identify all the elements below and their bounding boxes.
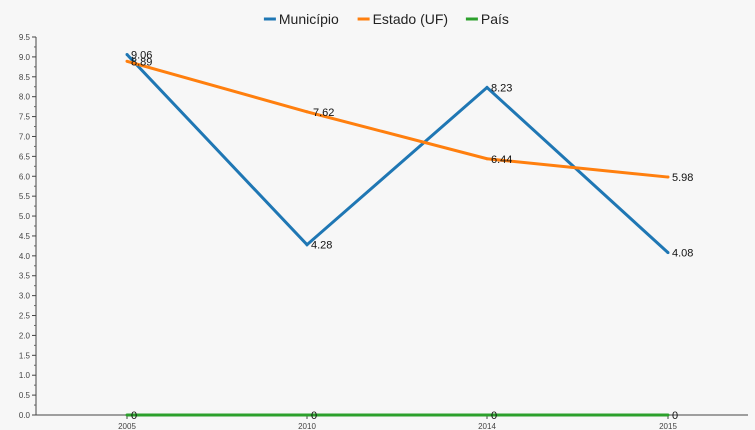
x-tick-label: 2005 xyxy=(118,422,136,430)
data-label: 8.23 xyxy=(491,83,512,95)
data-label: 4.28 xyxy=(311,240,332,252)
series-point xyxy=(485,157,489,161)
data-label: 5.98 xyxy=(672,172,693,184)
series-point xyxy=(305,243,309,247)
series-point xyxy=(666,175,670,179)
data-label: 0 xyxy=(672,410,678,422)
y-tick-label: 2.0 xyxy=(19,331,31,340)
series-line-municipio xyxy=(125,53,670,254)
y-tick-label: 7.0 xyxy=(19,132,31,141)
legend-item[interactable]: Estado (UF) xyxy=(357,11,448,27)
series-point xyxy=(666,413,670,417)
data-label: 9.06 xyxy=(131,50,152,62)
y-tick-label: 0.0 xyxy=(19,411,31,420)
series-point xyxy=(125,53,129,57)
chart-axes: 0.0 0.5 1.0 1.5 2.0 2.5 3.0 3.5 4.0 4.5 5.0 5.5 6.0 6… xyxy=(19,33,748,430)
y-tick-label: 3.0 xyxy=(19,292,31,301)
x-tick-label: 2010 xyxy=(298,422,316,430)
legend-item[interactable]: País xyxy=(465,11,509,27)
y-tick-label: 5.0 xyxy=(19,212,31,221)
series-line-estado-uf xyxy=(126,59,669,179)
y-tick-label: 1.0 xyxy=(19,371,31,380)
chart-legend: Município Estado (UF) País xyxy=(263,11,509,27)
series-point xyxy=(485,413,489,417)
y-tick-label: 1.5 xyxy=(19,351,31,360)
series-point xyxy=(305,110,309,114)
legend-item[interactable]: Município xyxy=(263,11,339,27)
y-tick-label: 9.0 xyxy=(19,53,31,62)
x-tick-label: 2015 xyxy=(659,422,677,430)
y-tick-label: 4.5 xyxy=(19,232,31,241)
y-tick-label: 9.5 xyxy=(19,33,31,42)
legend-label: Município xyxy=(279,11,339,27)
y-tick-label: 8.0 xyxy=(19,93,31,102)
y-tick-label: 5.5 xyxy=(19,192,31,201)
data-label: 0 xyxy=(131,410,137,422)
y-tick-label: 6.0 xyxy=(19,172,31,181)
legend-label: País xyxy=(481,11,509,27)
data-label: 0 xyxy=(311,410,317,422)
data-labels-layer: 9.06 4.28 8.23 4.08 8.89 7.62 6.44 5.98 0 0 0 0 xyxy=(131,50,693,422)
x-tick-label: 2014 xyxy=(478,422,496,430)
data-label: 0 xyxy=(491,410,497,422)
series-point xyxy=(125,59,129,63)
legend-label: Estado (UF) xyxy=(373,11,448,27)
data-label: 6.44 xyxy=(491,154,512,166)
y-tick-label: 4.0 xyxy=(19,252,31,261)
y-tick-label: 8.5 xyxy=(19,73,31,82)
series-point xyxy=(125,413,129,417)
series-layer xyxy=(125,53,670,417)
y-tick-label: 0.5 xyxy=(19,391,31,400)
y-tick-label: 2.5 xyxy=(19,312,31,321)
y-tick-label: 7.5 xyxy=(19,113,31,122)
data-label: 4.08 xyxy=(672,248,693,260)
series-point xyxy=(305,413,309,417)
y-tick-label: 6.5 xyxy=(19,152,31,161)
data-label: 7.62 xyxy=(313,107,334,119)
data-label: 8.89 xyxy=(131,56,152,68)
series-point xyxy=(485,86,489,90)
series-point xyxy=(666,251,670,255)
y-tick-label: 3.5 xyxy=(19,272,31,281)
